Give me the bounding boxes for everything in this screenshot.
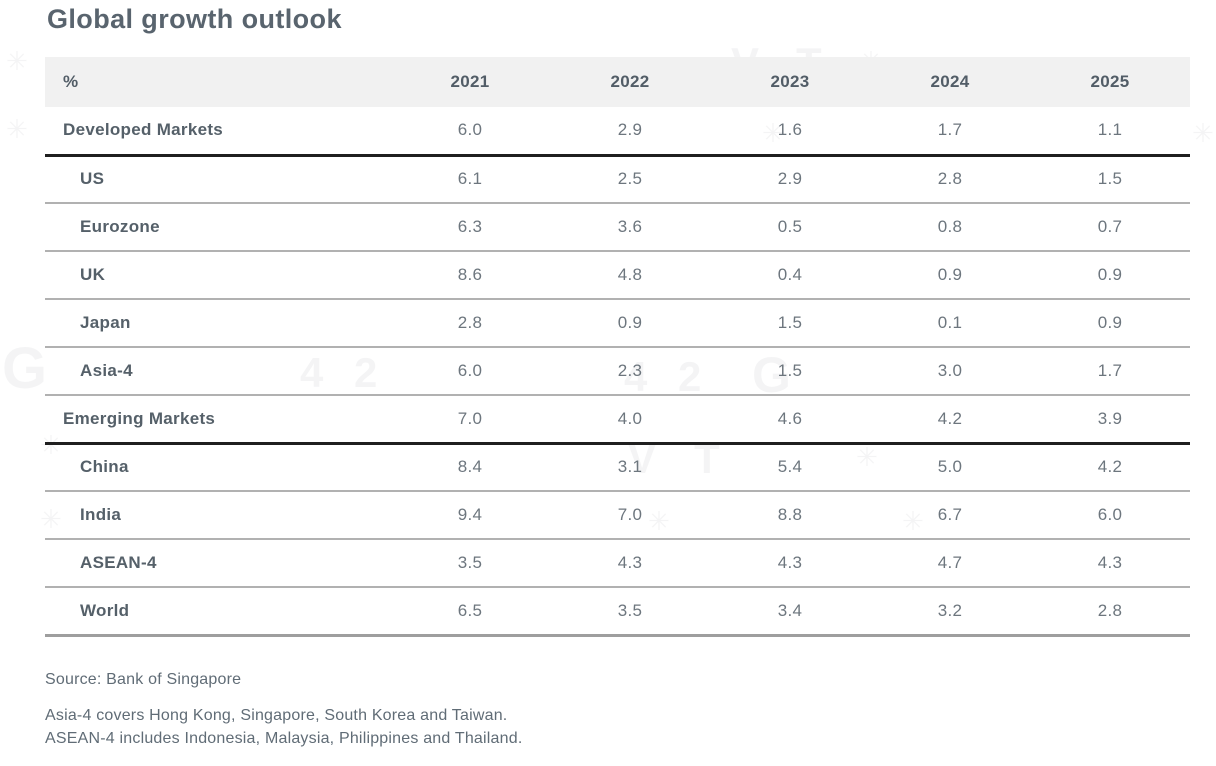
value-cell: 2.9 <box>777 169 803 189</box>
value-cell: 1.5 <box>777 361 803 380</box>
row-label: India <box>80 505 122 524</box>
row-eurozone: Eurozone 6.3 3.6 0.5 0.8 0.7 <box>45 203 1190 251</box>
row-label: UK <box>80 265 106 284</box>
value-cell: 6.1 <box>457 169 483 189</box>
value-cell: 2.8 <box>937 169 963 189</box>
content: Global growth outlook % 2021 2022 2023 2… <box>45 4 1190 750</box>
value-cell: 6.5 <box>457 600 483 620</box>
value-cell: 3.2 <box>937 600 963 620</box>
row-label: US <box>80 169 105 189</box>
page-title: Global growth outlook <box>47 4 342 34</box>
row-asean-4: ASEAN-4 3.5 4.3 4.3 4.7 4.3 <box>45 539 1190 587</box>
value-cell: 4.2 <box>937 408 963 428</box>
table-header: % 2021 2022 2023 2024 2025 <box>45 57 1190 107</box>
col-header-2022: 2022 <box>610 72 650 91</box>
value-cell: 0.9 <box>1097 313 1123 332</box>
value-cell: 8.8 <box>777 505 803 524</box>
growth-outlook-table: % 2021 2022 2023 2024 2025 Developed Mar… <box>45 57 1190 637</box>
value-cell: 6.7 <box>937 505 963 524</box>
value-cell: 3.5 <box>617 600 643 620</box>
header-row: % 2021 2022 2023 2024 2025 <box>45 57 1190 107</box>
value-cell: 8.4 <box>457 457 483 477</box>
value-cell: 3.0 <box>937 361 963 380</box>
footnote-asia4: Asia-4 covers Hong Kong, Singapore, Sout… <box>45 706 508 724</box>
value-cell: 1.5 <box>1097 169 1123 189</box>
value-cell: 1.7 <box>1097 361 1123 380</box>
row-uk: UK 8.6 4.8 0.4 0.9 0.9 <box>45 251 1190 299</box>
row-japan: Japan 2.8 0.9 1.5 0.1 0.9 <box>45 299 1190 347</box>
source-note: Source: Bank of Singapore <box>45 670 242 688</box>
col-header-2025: 2025 <box>1090 72 1130 91</box>
value-cell: 9.4 <box>457 505 483 524</box>
row-world: World 6.5 3.5 3.4 3.2 2.8 <box>45 587 1190 635</box>
value-cell: 3.6 <box>617 217 643 236</box>
value-cell: 1.5 <box>777 313 803 332</box>
col-header-2021: 2021 <box>450 72 490 91</box>
row-label: World <box>80 600 130 620</box>
value-cell: 3.9 <box>1097 408 1123 428</box>
value-cell: 0.4 <box>777 265 803 284</box>
col-header-2024: 2024 <box>930 72 970 91</box>
value-cell: 4.3 <box>1097 553 1123 572</box>
value-cell: 3.5 <box>457 553 483 572</box>
value-cell: 0.9 <box>1097 265 1123 284</box>
row-label: Eurozone <box>80 217 160 236</box>
value-cell: 4.3 <box>777 553 803 572</box>
value-cell: 0.9 <box>937 265 963 284</box>
value-cell: 0.9 <box>617 313 643 332</box>
row-label: China <box>80 457 129 477</box>
value-cell: 1.1 <box>1097 120 1123 140</box>
value-cell: 2.8 <box>1097 600 1123 620</box>
value-cell: 0.1 <box>937 313 963 332</box>
value-cell: 2.9 <box>617 120 643 140</box>
value-cell: 7.0 <box>457 408 483 428</box>
value-cell: 6.0 <box>457 120 483 140</box>
value-cell: 4.6 <box>777 408 803 428</box>
value-cell: 4.3 <box>617 553 643 572</box>
value-cell: 0.7 <box>1097 217 1123 236</box>
value-cell: 5.0 <box>937 457 963 477</box>
row-label: Asia-4 <box>80 361 133 380</box>
value-cell: 1.7 <box>937 120 963 140</box>
value-cell: 2.3 <box>617 361 643 380</box>
row-china: China 8.4 3.1 5.4 5.0 4.2 <box>45 443 1190 491</box>
row-label: ASEAN-4 <box>80 553 157 572</box>
row-emerging-markets: Emerging Markets 7.0 4.0 4.6 4.2 3.9 <box>45 395 1190 443</box>
value-cell: 0.8 <box>937 217 963 236</box>
value-cell: 1.6 <box>777 120 803 140</box>
value-cell: 8.6 <box>457 265 483 284</box>
value-cell: 2.5 <box>617 169 643 189</box>
row-label: Japan <box>80 313 131 332</box>
value-cell: 5.4 <box>777 457 803 477</box>
value-cell: 6.0 <box>1097 505 1123 524</box>
row-india: India 9.4 7.0 8.8 6.7 6.0 <box>45 491 1190 539</box>
col-header-2023: 2023 <box>770 72 810 91</box>
row-label: Emerging Markets <box>63 408 216 428</box>
value-cell: 7.0 <box>617 505 643 524</box>
value-cell: 4.0 <box>617 408 643 428</box>
value-cell: 3.4 <box>777 600 803 620</box>
col-header-unit: % <box>63 72 79 91</box>
table-body: Developed Markets 6.0 2.9 1.6 1.7 1.1 US… <box>45 107 1190 635</box>
value-cell: 0.5 <box>777 217 803 236</box>
row-asia-4: Asia-4 6.0 2.3 1.5 3.0 1.7 <box>45 347 1190 395</box>
value-cell: 4.2 <box>1097 457 1123 477</box>
row-us: US 6.1 2.5 2.9 2.8 1.5 <box>45 155 1190 203</box>
value-cell: 2.8 <box>457 313 483 332</box>
value-cell: 6.3 <box>457 217 483 236</box>
value-cell: 6.0 <box>457 361 483 380</box>
row-developed-markets: Developed Markets 6.0 2.9 1.6 1.7 1.1 <box>45 107 1190 155</box>
footnote-asean4: ASEAN-4 includes Indonesia, Malaysia, Ph… <box>45 729 523 747</box>
value-cell: 4.7 <box>937 553 963 572</box>
row-label: Developed Markets <box>63 120 224 140</box>
value-cell: 3.1 <box>617 457 643 477</box>
value-cell: 4.8 <box>617 265 643 284</box>
footer: Source: Bank of Singapore Asia-4 covers … <box>45 671 1190 750</box>
